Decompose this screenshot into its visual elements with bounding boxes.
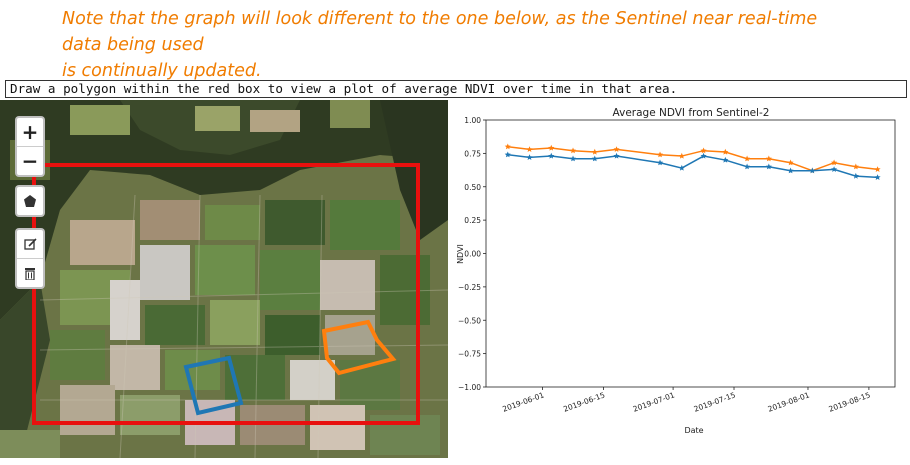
series-point-1 bbox=[526, 154, 533, 160]
series-point-0 bbox=[765, 155, 772, 162]
series-point-0 bbox=[787, 159, 794, 166]
series-point-0 bbox=[831, 159, 838, 166]
delete-layers-button[interactable] bbox=[17, 258, 43, 287]
series-point-1 bbox=[678, 164, 685, 171]
series-point-1 bbox=[874, 174, 881, 180]
y-axis-label: NDVI bbox=[456, 244, 465, 264]
y-tick-label: 0.50 bbox=[464, 183, 481, 192]
x-tick-label: 2019-06-01 bbox=[501, 390, 545, 413]
ndvi-chart: Average NDVI from Sentinel-2 NDVI Date 1… bbox=[456, 107, 896, 435]
series-line-1 bbox=[507, 153, 878, 179]
edit-toolbar bbox=[15, 228, 45, 289]
series-point-0 bbox=[657, 151, 664, 158]
instruction-text: Draw a polygon within the red box to vie… bbox=[5, 80, 907, 98]
series-point-1 bbox=[570, 155, 577, 162]
series-point-1 bbox=[591, 155, 598, 162]
series-point-1 bbox=[765, 163, 772, 170]
y-tick-label: 0.75 bbox=[464, 149, 481, 158]
draw-polygon-button[interactable] bbox=[17, 187, 43, 215]
x-tick-label: 2019-07-15 bbox=[693, 390, 737, 413]
series-point-1 bbox=[744, 163, 751, 170]
plot-frame bbox=[485, 119, 896, 388]
series-point-1 bbox=[852, 172, 859, 179]
polygon-icon bbox=[24, 195, 36, 207]
series-point-1 bbox=[548, 152, 555, 159]
trash-icon bbox=[25, 267, 35, 280]
series-point-0 bbox=[722, 148, 729, 155]
edit-icon bbox=[23, 237, 37, 250]
zoom-out-button[interactable]: − bbox=[17, 146, 43, 175]
series-point-0 bbox=[678, 152, 685, 159]
series-point-0 bbox=[852, 163, 859, 170]
y-tick-label: 0.00 bbox=[464, 250, 481, 259]
series-point-0 bbox=[744, 155, 751, 162]
series-point-0 bbox=[570, 147, 577, 154]
edit-layers-button[interactable] bbox=[17, 230, 43, 258]
series-point-0 bbox=[613, 146, 620, 152]
x-tick-label: 2019-08-15 bbox=[828, 390, 872, 413]
chart-title: Average NDVI from Sentinel-2 bbox=[613, 107, 770, 119]
series-point-0 bbox=[591, 148, 598, 155]
series-point-1 bbox=[809, 167, 816, 174]
blue-polygon[interactable] bbox=[183, 355, 244, 416]
x-tick-label: 2019-07-01 bbox=[632, 390, 676, 413]
update-note: Note that the graph will look different … bbox=[62, 6, 852, 84]
update-note-line-2: is continually updated. bbox=[62, 61, 262, 81]
series-point-1 bbox=[831, 166, 838, 172]
orange-polygon[interactable] bbox=[321, 319, 397, 376]
series-point-1 bbox=[787, 167, 794, 174]
y-tick-label: 1.00 bbox=[464, 116, 481, 125]
update-note-line-1: Note that the graph will look different … bbox=[62, 9, 818, 55]
satellite-imagery[interactable] bbox=[0, 100, 448, 458]
series-line-0 bbox=[507, 145, 878, 172]
red-bounding-box bbox=[32, 163, 420, 425]
y-tick-label: −1.00 bbox=[458, 383, 481, 392]
series-point-0 bbox=[548, 144, 555, 151]
series-point-0 bbox=[700, 147, 707, 154]
series-point-0 bbox=[526, 146, 533, 152]
x-tick-label: 2019-06-15 bbox=[562, 390, 606, 413]
series-point-1 bbox=[700, 152, 707, 159]
zoom-control: + − bbox=[15, 116, 45, 177]
y-tick-label: −0.25 bbox=[458, 283, 481, 292]
ndvi-plot: Average NDVI from Sentinel-2 NDVI Date 1… bbox=[455, 100, 905, 460]
satellite-map[interactable]: + − bbox=[0, 100, 448, 458]
series-point-1 bbox=[504, 151, 511, 158]
y-tick-label: −0.75 bbox=[458, 350, 481, 359]
series-point-1 bbox=[722, 156, 729, 163]
series-point-0 bbox=[874, 166, 881, 172]
y-tick-label: −0.50 bbox=[458, 316, 481, 325]
series-point-1 bbox=[613, 152, 620, 159]
x-axis-label: Date bbox=[684, 426, 703, 435]
zoom-in-button[interactable]: + bbox=[21, 120, 39, 144]
series-point-1 bbox=[657, 159, 664, 166]
draw-toolbar bbox=[15, 185, 45, 217]
y-tick-label: 0.25 bbox=[464, 216, 481, 225]
series-point-0 bbox=[504, 143, 511, 150]
x-tick-label: 2019-08-01 bbox=[767, 390, 811, 413]
